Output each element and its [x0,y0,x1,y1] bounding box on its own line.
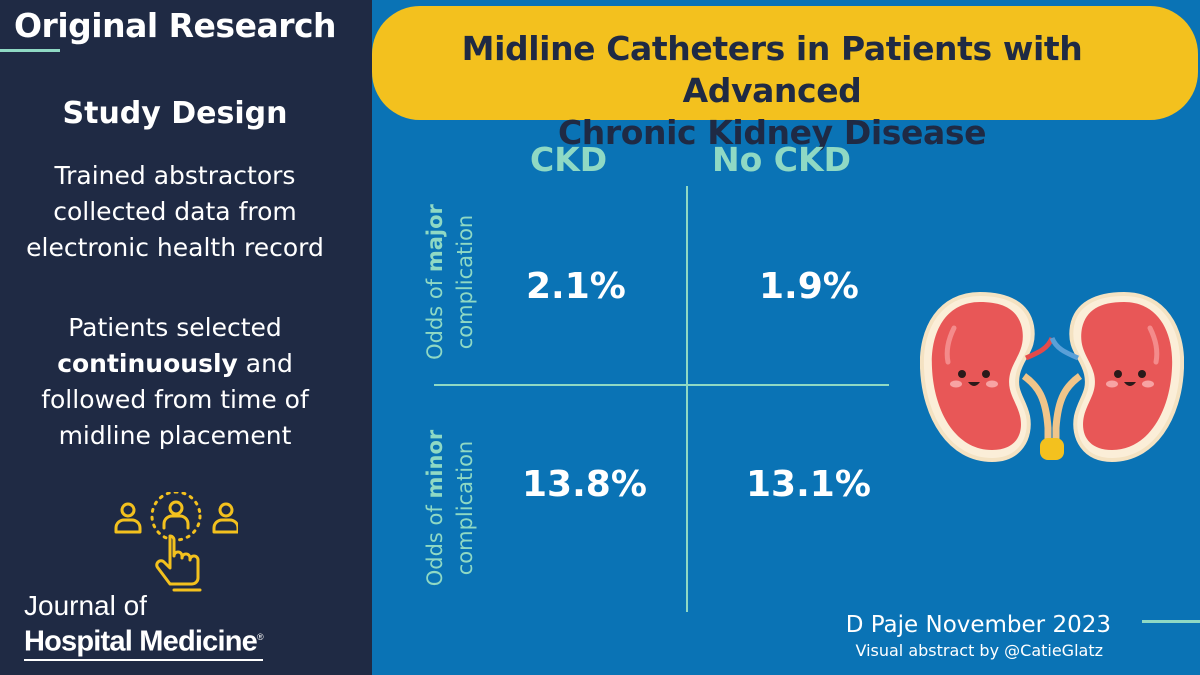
credit-accent-line [1142,620,1200,623]
header-accent-line [0,49,60,52]
value-major-no-ckd: 1.9% [759,266,859,307]
row-label-line: complication [453,440,477,576]
journal-logo: Journal of Hospital Medicine® [24,590,264,661]
registered-mark: ® [256,632,264,642]
author-date-credit: D Paje November 2023 [845,612,1111,638]
row-label-line: Odds of major [423,204,447,360]
paragraph-1-line: collected data from [53,197,297,226]
grid-horizontal-divider [434,384,889,386]
visual-abstract-credit: Visual abstract by @CatieGlatz [855,641,1103,660]
title-banner: Midline Catheters in Patients with Advan… [372,6,1198,152]
column-header-no-ckd: No CKD [712,140,851,179]
emphasis-continuously: continuously [57,349,238,378]
paragraph-1-line: electronic health record [26,233,324,262]
journal-logo-line2: Hospital Medicine® [24,621,264,661]
row-label-line: Odds of minor [423,429,447,587]
study-design-paragraph-2: Patients selected continuously and follo… [0,310,350,454]
people-selection-hand-icon [114,492,238,592]
right-panel: Midline Catheters in Patients with Advan… [372,0,1200,675]
kidney-icon [920,291,1184,463]
journal-logo-line1: Journal of [24,590,147,621]
study-design-paragraph-1: Trained abstractors collected data from … [0,158,350,266]
left-panel: Original Research Study Design Trained a… [0,0,372,675]
article-type-header: Original Research [14,6,337,45]
abstract-title: Midline Catheters in Patients with Advan… [372,28,1172,154]
paragraph-2-line: midline placement [58,421,292,450]
row-label-line: complication [453,214,477,350]
paragraph-1-line: Trained abstractors [54,161,296,190]
paragraph-2-line: followed from time of [41,385,309,414]
study-design-heading: Study Design [62,96,288,131]
title-line-1: Midline Catheters in Patients with Advan… [461,29,1083,110]
grid-vertical-divider [686,186,688,612]
value-minor-ckd: 13.8% [522,464,647,505]
paragraph-2-line: Patients selected [68,313,282,342]
paragraph-2-line-rest: and [237,349,293,378]
row-label-major-complication: Odds of major complication [420,172,480,392]
value-major-ckd: 2.1% [526,266,626,307]
journal-logo-name: Hospital Medicine [24,625,258,658]
column-header-ckd: CKD [530,140,608,179]
value-minor-no-ckd: 13.1% [746,464,871,505]
paragraph-2-line: continuously and [0,346,350,382]
row-label-minor-complication: Odds of minor complication [420,398,480,618]
title-line-2: Chronic Kidney Disease [557,113,987,152]
